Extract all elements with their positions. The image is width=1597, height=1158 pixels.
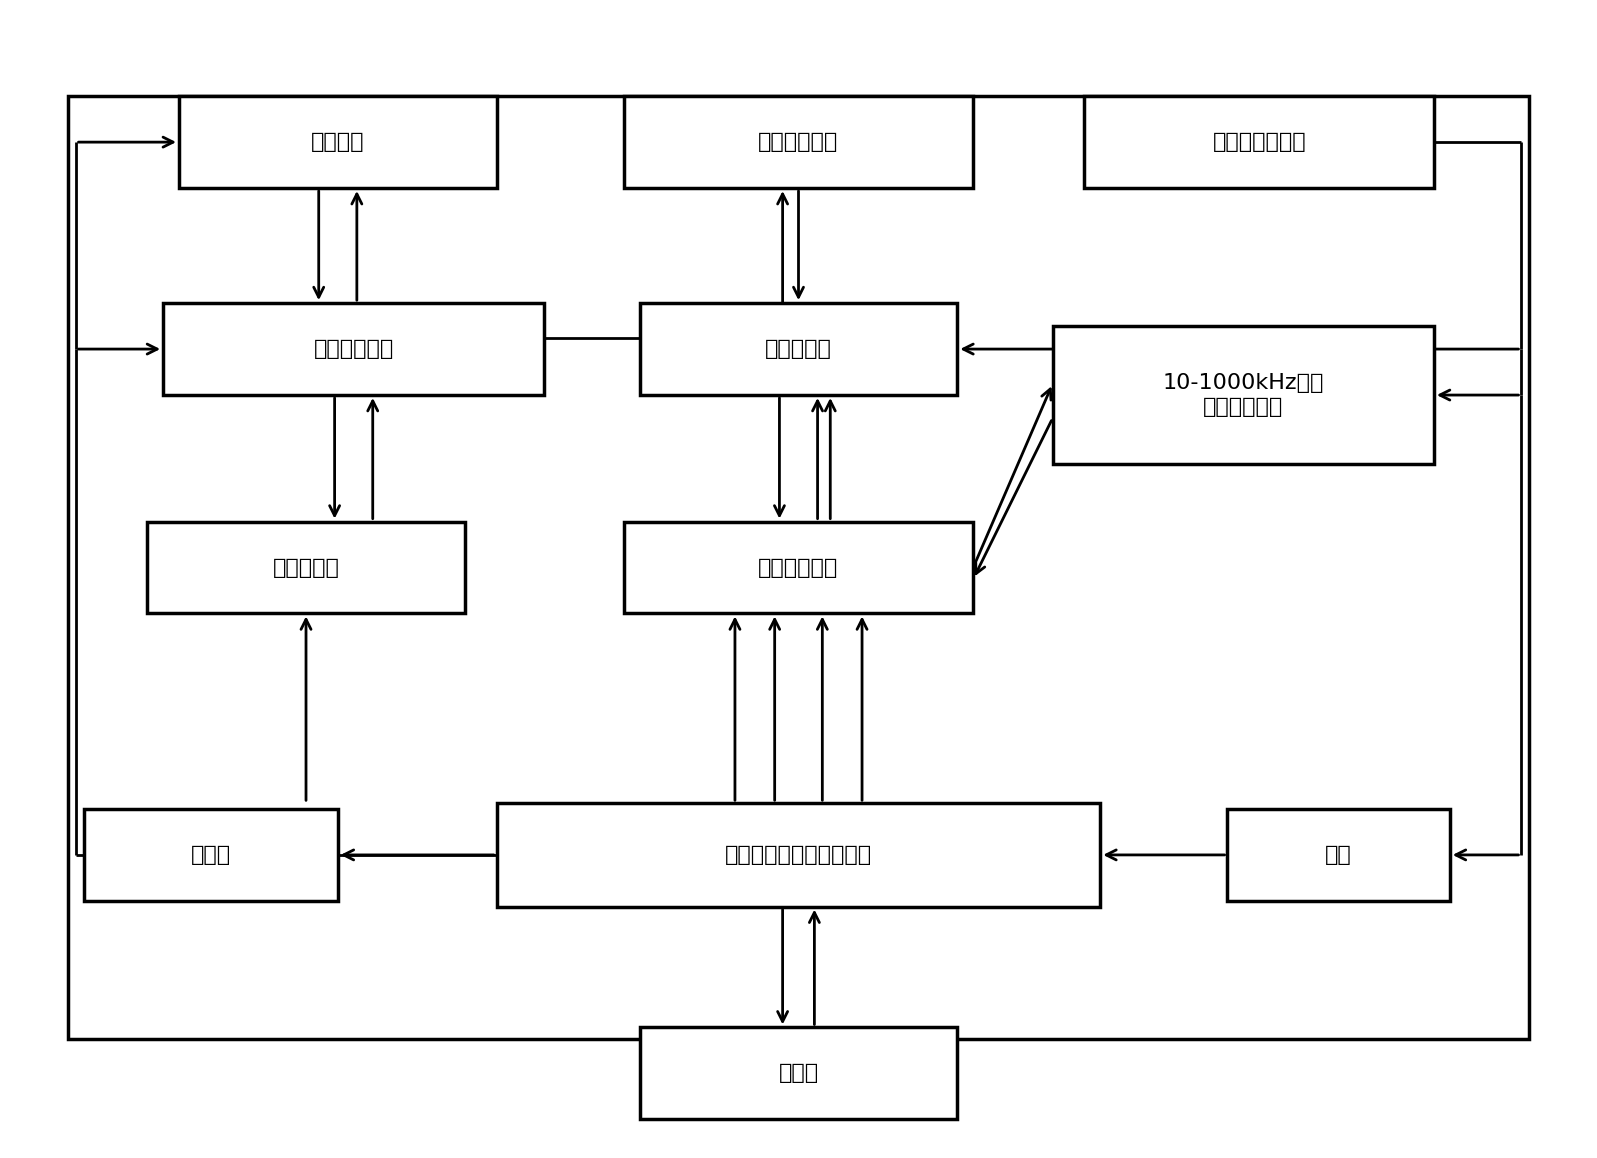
Text: 电磁感应线圈: 电磁感应线圈 (759, 557, 838, 578)
Bar (83, 809, 339, 901)
Bar (67, 96, 1530, 1039)
Text: 打印机: 打印机 (190, 845, 230, 865)
Bar (147, 521, 465, 614)
Text: 摄像机、对讲机: 摄像机、对讲机 (1212, 132, 1306, 152)
Text: 治疗床、人体: 治疗床、人体 (313, 339, 394, 359)
Bar (624, 521, 973, 614)
Text: 电源: 电源 (1326, 845, 1353, 865)
Bar (497, 804, 1100, 907)
Bar (1084, 96, 1434, 188)
Text: 10-1000kHz交变
磁场发生装置: 10-1000kHz交变 磁场发生装置 (1163, 373, 1324, 417)
Bar (624, 96, 973, 188)
Bar (1228, 809, 1450, 901)
Bar (1052, 327, 1434, 464)
Bar (163, 303, 545, 395)
Text: 中央操作控制器、显示器: 中央操作控制器、显示器 (725, 845, 872, 865)
Bar (640, 1027, 957, 1120)
Text: 温度测控装置: 温度测控装置 (759, 132, 838, 152)
Text: 影像检测器: 影像检测器 (273, 557, 340, 578)
Text: 水冷却装置: 水冷却装置 (765, 339, 832, 359)
Bar (640, 303, 957, 395)
Text: 辅助设备: 辅助设备 (311, 132, 364, 152)
Text: 操作台: 操作台 (778, 1063, 819, 1084)
Bar (179, 96, 497, 188)
